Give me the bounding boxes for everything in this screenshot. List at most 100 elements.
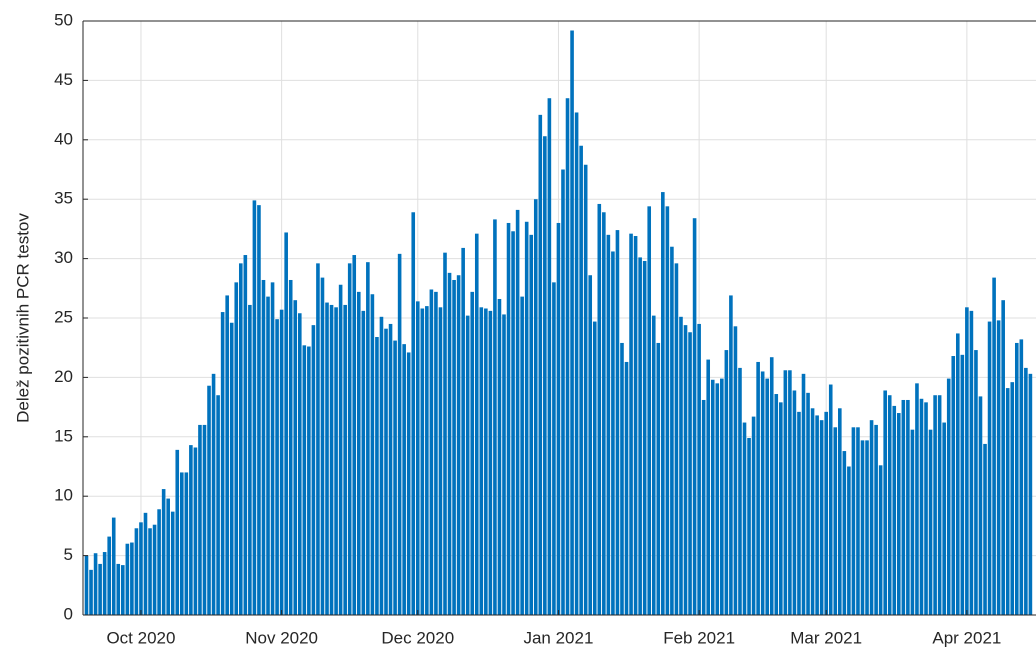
bar	[788, 370, 792, 615]
bar	[529, 234, 534, 615]
bar	[951, 356, 956, 615]
bar	[556, 222, 561, 615]
bar	[107, 536, 111, 615]
bar	[406, 352, 411, 615]
bar	[465, 315, 470, 615]
bar	[647, 206, 652, 615]
bar	[143, 512, 148, 615]
bar	[470, 291, 475, 615]
bar	[824, 411, 828, 615]
bar	[747, 437, 751, 615]
bar	[574, 112, 579, 615]
bar	[842, 451, 847, 615]
y-tick-label: 45	[54, 70, 73, 89]
bar	[955, 333, 960, 615]
x-tick-label: Nov 2020	[245, 628, 318, 647]
bar	[429, 289, 434, 615]
bar	[733, 326, 738, 615]
bar	[1014, 342, 1019, 615]
bar	[284, 232, 288, 616]
bar	[897, 413, 901, 615]
bar	[815, 415, 819, 615]
bar	[679, 316, 683, 615]
bar	[996, 320, 1001, 615]
bar	[175, 449, 180, 615]
bar	[502, 314, 506, 615]
bar	[497, 298, 502, 615]
bar	[506, 222, 511, 615]
bar	[161, 489, 166, 615]
y-tick-label: 25	[54, 307, 73, 326]
bar	[252, 200, 257, 615]
y-tick-label: 40	[54, 129, 73, 148]
bar	[706, 359, 711, 615]
bar	[570, 30, 574, 615]
bar	[906, 399, 910, 615]
bar	[874, 424, 878, 615]
bar	[157, 509, 161, 615]
x-tick-label: Feb 2021	[663, 628, 735, 647]
bar	[533, 199, 538, 615]
bar	[960, 354, 965, 615]
bar	[629, 233, 633, 616]
bar	[370, 294, 375, 615]
bar	[524, 221, 529, 615]
bar	[415, 301, 420, 615]
bar	[597, 203, 602, 615]
bar	[928, 429, 933, 615]
bar	[547, 98, 552, 616]
bar	[166, 498, 170, 615]
bar	[438, 307, 443, 615]
bar	[656, 342, 661, 615]
bar	[207, 385, 211, 615]
bar	[869, 420, 874, 615]
bar	[606, 234, 611, 615]
bar	[710, 379, 715, 615]
bar	[797, 411, 801, 615]
bar	[474, 233, 479, 616]
bar	[983, 443, 987, 615]
bar	[592, 321, 597, 615]
bar	[366, 262, 370, 615]
bar	[806, 392, 810, 615]
bar	[697, 323, 701, 615]
bar	[919, 398, 924, 615]
bar	[987, 321, 992, 615]
bar	[316, 263, 320, 615]
bar	[565, 98, 570, 616]
bar	[93, 553, 98, 615]
bar	[992, 277, 996, 615]
bar	[288, 279, 293, 615]
bar	[651, 315, 656, 615]
bar	[915, 383, 919, 615]
bar	[261, 279, 266, 615]
bar	[838, 408, 842, 615]
bar	[393, 340, 397, 615]
bar	[883, 390, 887, 615]
bar	[134, 528, 139, 615]
bar	[783, 370, 788, 615]
bar	[892, 405, 897, 615]
bar	[202, 424, 207, 615]
bar	[275, 319, 279, 615]
bar	[443, 252, 447, 615]
bar	[611, 251, 615, 616]
bar	[170, 511, 175, 615]
bar	[102, 552, 107, 615]
bar	[397, 253, 402, 615]
bar	[125, 543, 130, 615]
bar	[139, 522, 143, 615]
bar	[543, 136, 547, 615]
x-tick-label: Mar 2021	[790, 628, 862, 647]
y-tick-label: 0	[64, 604, 73, 623]
bar	[329, 304, 334, 615]
bar	[620, 342, 624, 615]
bar	[738, 367, 742, 615]
bar	[402, 344, 406, 615]
bar	[293, 300, 298, 615]
bar	[388, 323, 393, 615]
bar	[234, 282, 239, 615]
bar	[887, 395, 892, 615]
bar	[937, 395, 942, 615]
bar	[769, 357, 774, 615]
